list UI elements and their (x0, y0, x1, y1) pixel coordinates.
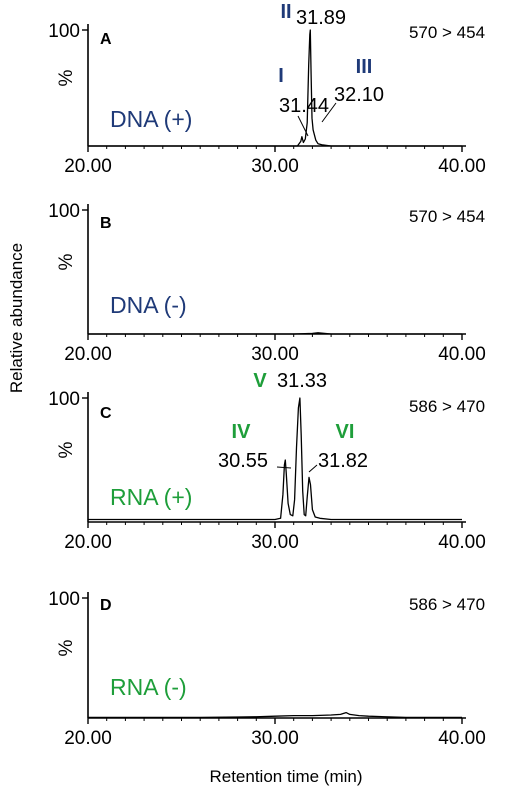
x-tick-label: 40.00 (438, 156, 486, 177)
peak-leader-line (276, 466, 292, 469)
peak-leader-line (308, 464, 318, 473)
peak-leader-line (297, 115, 309, 137)
peak-leader-line (321, 102, 337, 123)
mrm-transition: 570 > 454 (409, 207, 485, 226)
panel-label: B (100, 215, 112, 232)
peak-rt-label: 31.33 (277, 370, 327, 392)
y-tick-label: 100 (48, 201, 80, 222)
peak-rt-label: 30.55 (218, 450, 268, 472)
peak-rt-label: 32.10 (334, 84, 384, 106)
panel-label: D (100, 597, 112, 614)
x-tick-label: 20.00 (64, 532, 112, 553)
panel-b: 100% 20.00 30.00 40.00 B 570 > 454 DNA (-) (48, 201, 485, 365)
x-tick-label: 30.00 (251, 728, 299, 749)
x-tick-label: 40.00 (438, 344, 486, 365)
y-unit-label: % (56, 253, 77, 270)
peak-id-label: IV (232, 421, 252, 443)
peak-id-label: III (356, 56, 373, 78)
y-unit-label: % (56, 69, 77, 86)
y-unit-label: % (56, 441, 77, 458)
panel-label: C (100, 405, 112, 422)
peak-id-label: II (280, 1, 291, 23)
x-tick-label: 20.00 (64, 156, 112, 177)
y-tick-label: 100 (48, 389, 80, 410)
peak-id-label: I (278, 65, 284, 87)
condition-label: RNA (+) (110, 484, 192, 510)
peak-id-label: V (253, 370, 267, 392)
chromatogram-trace (88, 397, 462, 521)
condition-label: RNA (-) (110, 674, 187, 700)
x-tick-label: 20.00 (64, 728, 112, 749)
mrm-transition: 570 > 454 (409, 23, 485, 42)
peak-id-label: VI (336, 421, 355, 443)
panel-label: A (100, 31, 112, 48)
x-axis-title: Retention time (min) (209, 767, 362, 786)
x-tick-label: 20.00 (64, 344, 112, 365)
mrm-transition: 586 > 470 (409, 595, 485, 614)
chromatogram-trace (88, 332, 462, 335)
x-tick-label: 40.00 (438, 532, 486, 553)
x-tick-label: 40.00 (438, 728, 486, 749)
x-tick-label: 30.00 (251, 156, 299, 177)
chromatogram-trace (88, 29, 462, 147)
condition-label: DNA (-) (110, 292, 187, 318)
peak-rt-label: 31.82 (318, 450, 368, 472)
mrm-transition: 586 > 470 (409, 397, 485, 416)
condition-label: DNA (+) (110, 106, 192, 132)
panel-d: 100% 20.00 30.00 40.00 D 586 > 470 RNA (-) (48, 589, 485, 749)
y-tick-label: 100 (48, 21, 80, 42)
panel-a: 100% 20.00 30.00 40.00 A 570 > 454 DNA (+) I 31.… (48, 1, 485, 177)
chromatogram-trace (88, 711, 462, 719)
y-axis-title: Relative abundance (7, 243, 26, 393)
peak-rt-label: 31.44 (279, 95, 329, 117)
x-tick-label: 30.00 (251, 532, 299, 553)
peak-rt-label: 31.89 (296, 7, 346, 29)
y-tick-label: 100 (48, 589, 80, 610)
panel-c: 100% 20.00 30.00 40.00 C 586 > 470 RNA (+) IV 30… (48, 370, 485, 553)
x-tick-label: 30.00 (251, 344, 299, 365)
y-unit-label: % (56, 639, 77, 656)
chart-panels: 100% 20.00 30.00 40.00 A 570 > 454 DNA (+) I 31.… (48, 1, 485, 749)
